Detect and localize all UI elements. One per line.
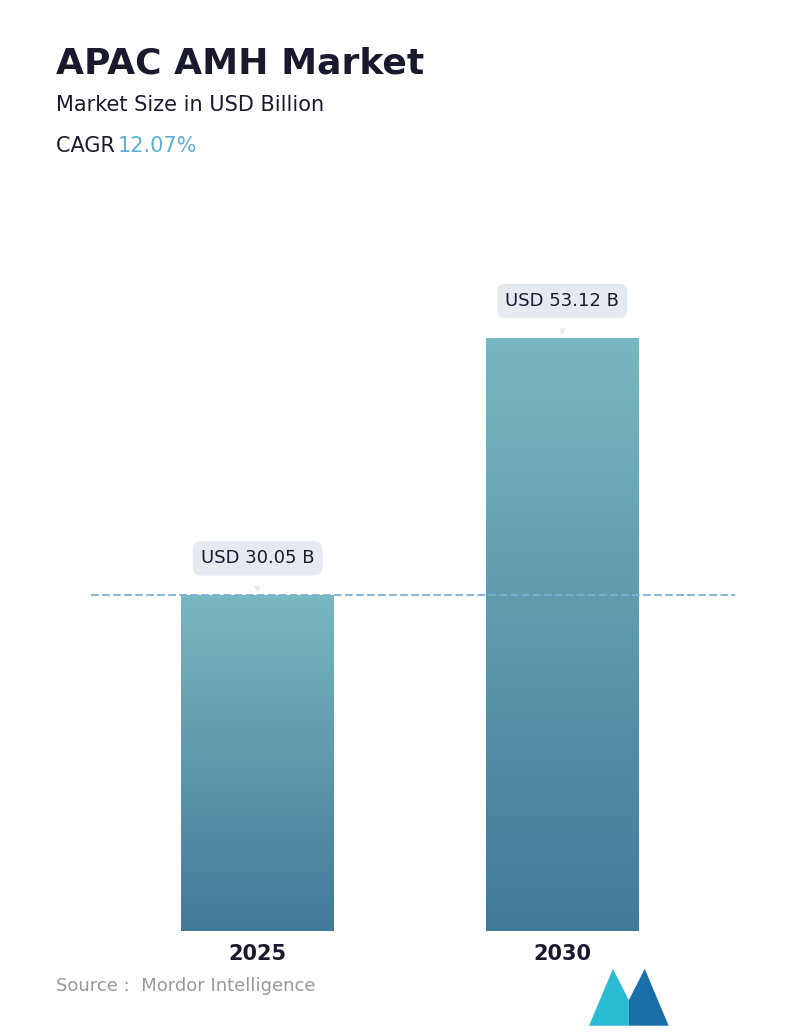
Text: 12.07%: 12.07% — [118, 136, 197, 156]
Text: APAC AMH Market: APAC AMH Market — [56, 47, 424, 81]
Text: Source :  Mordor Intelligence: Source : Mordor Intelligence — [56, 977, 315, 995]
Text: USD 30.05 B: USD 30.05 B — [201, 549, 314, 592]
Polygon shape — [589, 969, 629, 1026]
Text: CAGR: CAGR — [56, 136, 128, 156]
Text: USD 53.12 B: USD 53.12 B — [505, 292, 619, 335]
Text: Market Size in USD Billion: Market Size in USD Billion — [56, 95, 324, 115]
Polygon shape — [629, 969, 669, 1026]
